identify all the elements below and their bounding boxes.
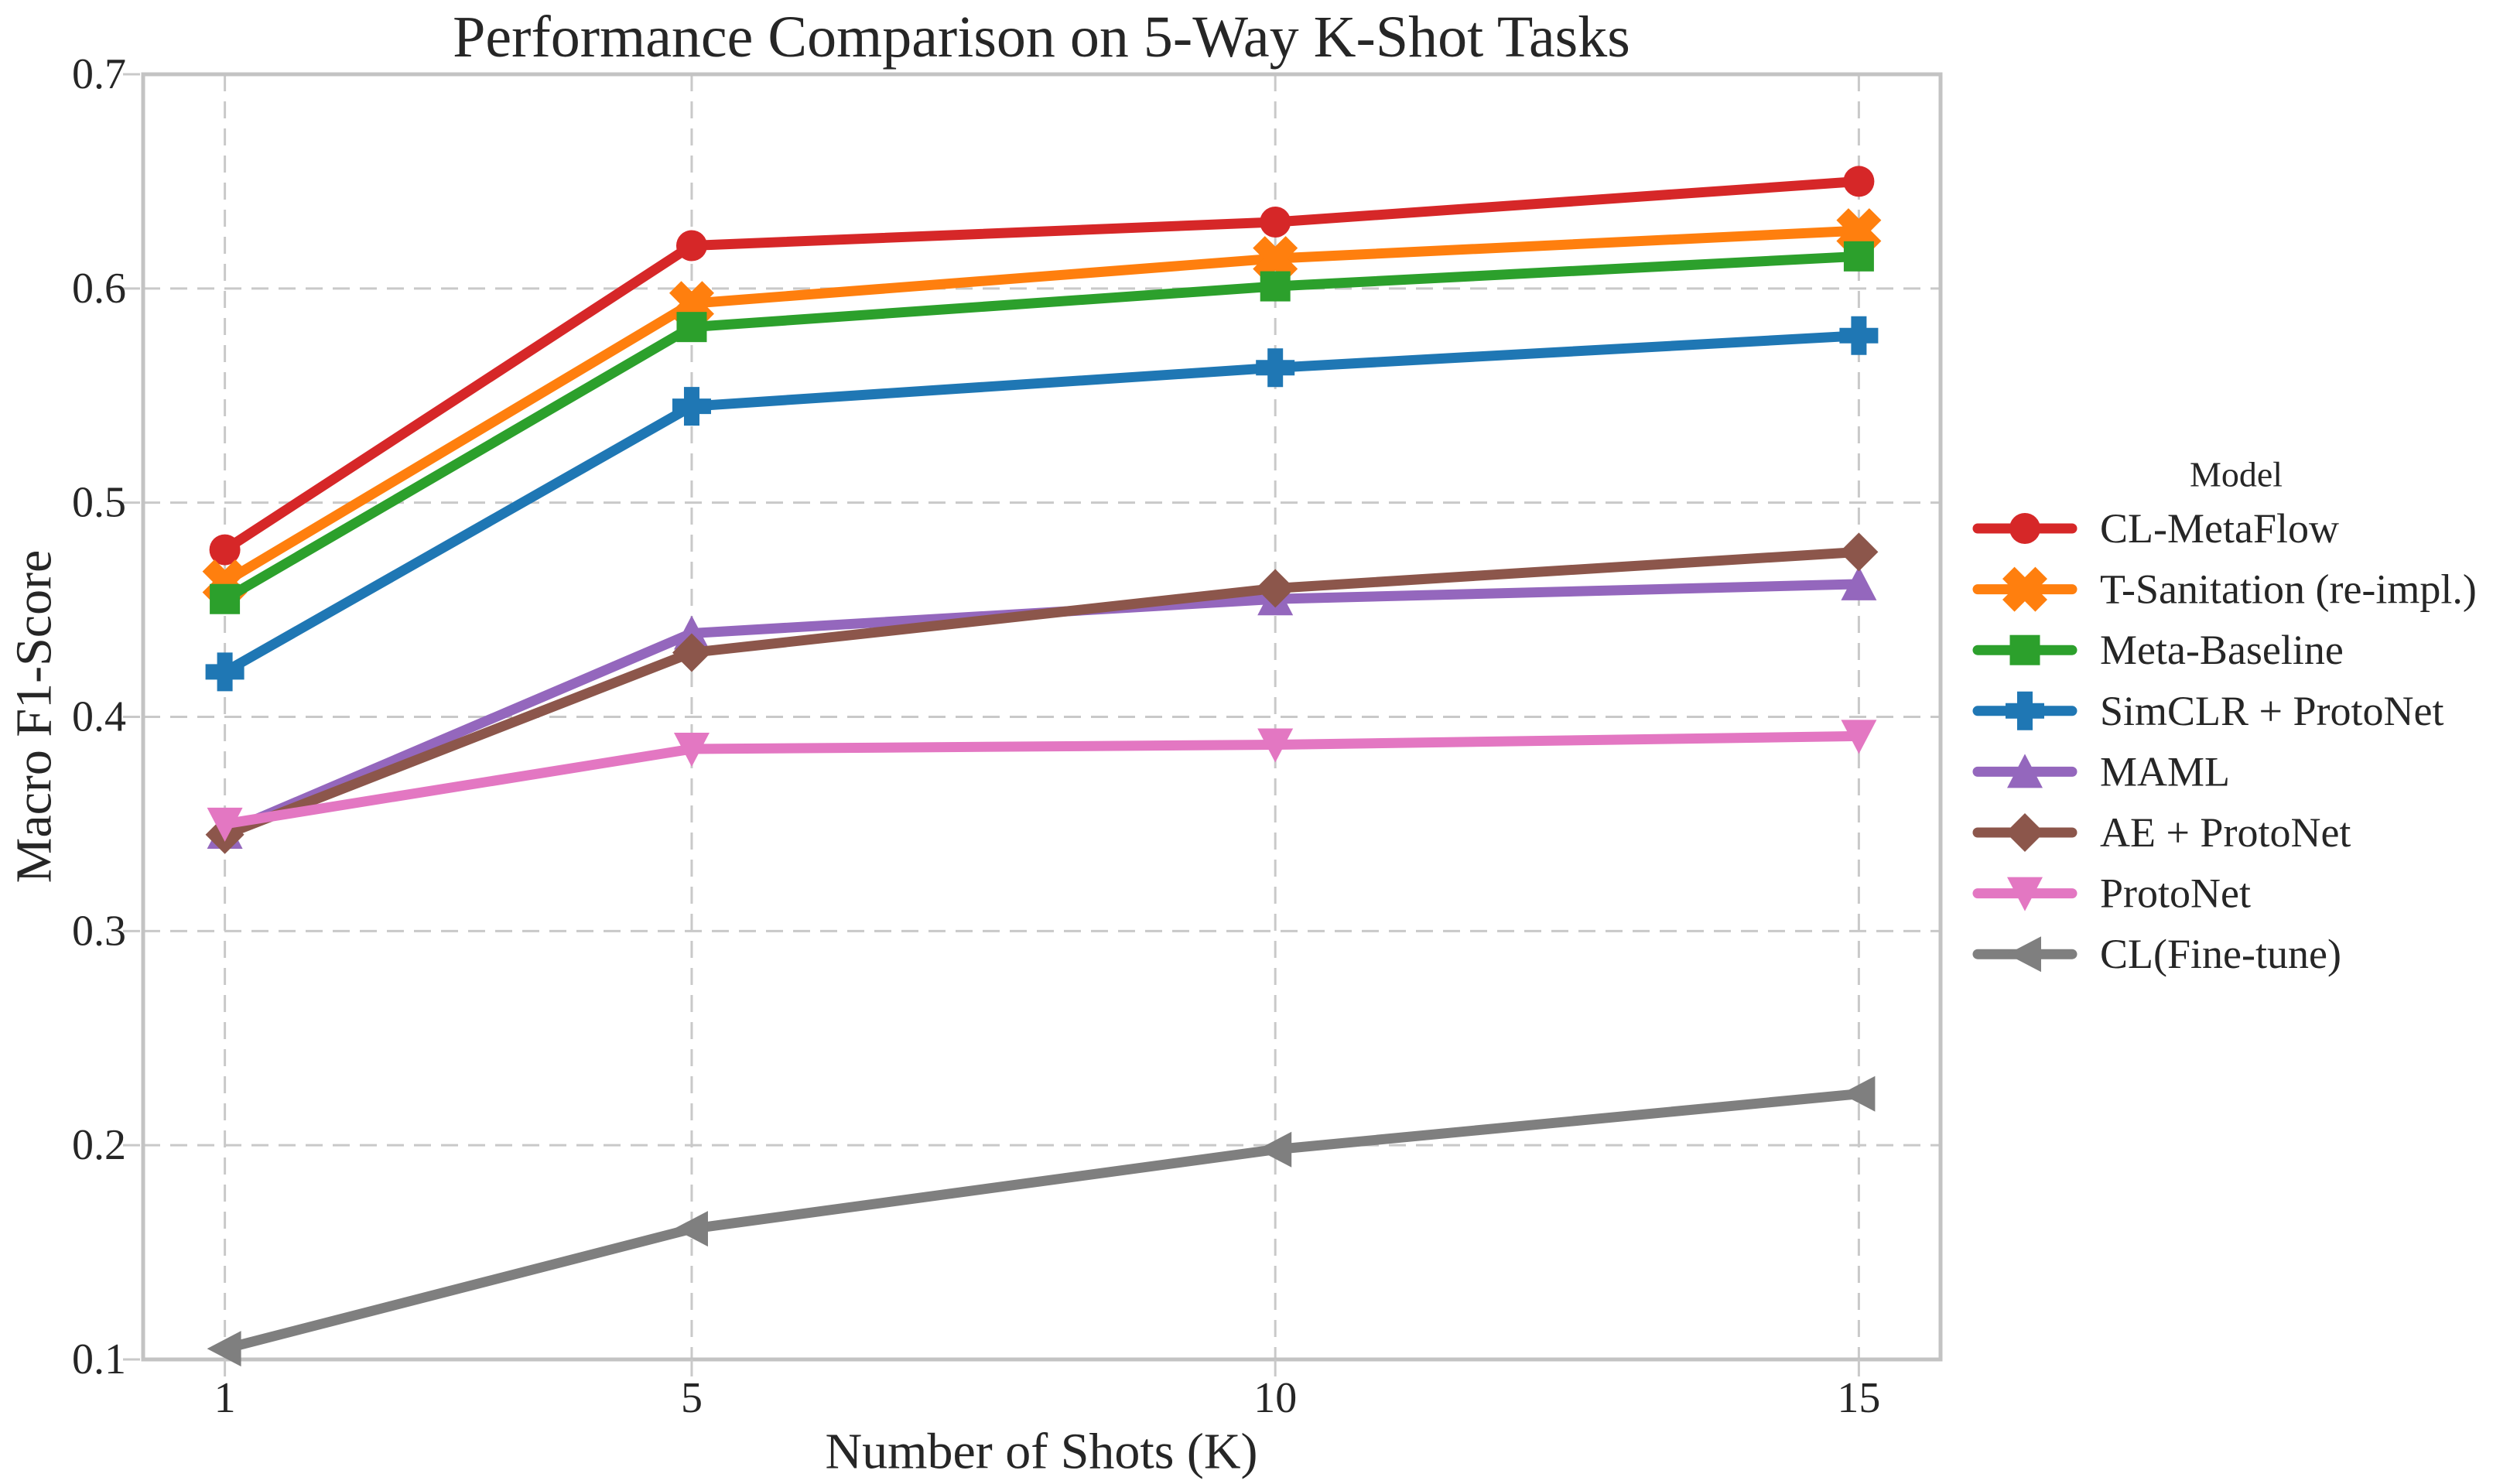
series-line	[220, 579, 1864, 838]
legend-label: Meta-Baseline	[2100, 627, 2344, 673]
y-tick-label: 0.1	[72, 1335, 126, 1383]
square-marker	[676, 312, 707, 343]
diamond-marker	[1839, 532, 1879, 572]
tick-layer: 0.10.20.30.40.50.60.71 5 10 15	[72, 50, 1880, 1422]
triangle-down-marker	[2007, 877, 2043, 911]
legend-entry: AE + ProtoNet	[1972, 809, 2351, 856]
y-tick-label: 0.5	[72, 479, 126, 527]
triangle-left-marker	[673, 1211, 708, 1247]
legend-entry: CL(Fine-tune)	[1972, 931, 2341, 977]
y-tick-label: 0.3	[72, 907, 126, 955]
legend-label: T-Sanitation (re-impl.)	[2100, 566, 2477, 613]
diamond-marker	[672, 633, 711, 672]
series-layer	[202, 166, 1882, 1367]
triangle-up-marker	[2007, 754, 2043, 788]
x-tick-label: 10	[1253, 1374, 1297, 1422]
series-line	[220, 1089, 1864, 1354]
circle-marker	[209, 534, 241, 566]
triangle-left-marker	[2007, 936, 2041, 973]
legend-entry: ProtoNet	[1972, 870, 2251, 917]
y-axis-label: Macro F1-Score	[6, 550, 63, 884]
legend-label: CL(Fine-tune)	[2100, 931, 2341, 977]
plus-filled-marker	[2006, 691, 2044, 730]
square-marker	[1260, 271, 1291, 302]
legend-entry: MAML	[1972, 748, 2230, 795]
legend-label: MAML	[2100, 748, 2230, 795]
y-tick-label: 0.6	[72, 265, 126, 313]
series-simclr-protonet	[205, 316, 1879, 692]
y-tick-label: 0.4	[72, 693, 126, 741]
square-marker	[1843, 241, 1874, 272]
legend-title: Model	[2190, 455, 2283, 494]
triangle-up-marker	[673, 615, 710, 650]
x-tick-label: 5	[681, 1374, 703, 1422]
legend: Model CL-MetaFlow T-Sanitation (re-impl.)…	[1972, 455, 2477, 977]
legend-label: AE + ProtoNet	[2100, 809, 2351, 856]
legend-entry: SimCLR + ProtoNet	[1972, 688, 2444, 734]
triangle-down-marker	[1841, 720, 1877, 754]
plus-filled-marker	[1256, 348, 1295, 388]
series-line	[220, 176, 1864, 556]
triangle-down-marker	[1257, 728, 1294, 763]
y-tick-label: 0.2	[72, 1121, 126, 1169]
triangle-up-marker	[1841, 566, 1877, 600]
triangle-down-marker	[673, 733, 710, 768]
plus-filled-marker	[672, 387, 711, 426]
series-cl-metaflow	[209, 166, 1875, 566]
legend-entry: Meta-Baseline	[1972, 627, 2344, 673]
series-line	[220, 546, 1864, 840]
series-cl-fine-tune	[207, 1075, 1876, 1367]
circle-marker	[1843, 166, 1875, 197]
square-marker	[2009, 634, 2040, 665]
triangle-down-marker	[207, 807, 243, 842]
circle-marker	[2009, 513, 2040, 544]
x-axis-label: Number of Shots (K)	[825, 1424, 1257, 1480]
triangle-left-marker	[1257, 1131, 1292, 1168]
diamond-marker	[1256, 569, 1295, 608]
spine-layer	[141, 72, 1943, 1362]
series-line	[220, 225, 1864, 587]
series-ae-protonet	[205, 532, 1879, 854]
y-tick-label: 0.7	[72, 50, 126, 98]
series-meta-baseline	[210, 241, 1874, 614]
series-line	[220, 730, 1864, 829]
diamond-marker	[2006, 813, 2044, 852]
x-tick-label: 15	[1837, 1374, 1880, 1422]
legend-label: CL-MetaFlow	[2100, 505, 2339, 552]
circle-marker	[675, 230, 707, 262]
legend-entry: T-Sanitation (re-impl.)	[1972, 566, 2477, 613]
legend-label: SimCLR + ProtoNet	[2100, 688, 2444, 734]
triangle-left-marker	[1841, 1075, 1876, 1112]
series-line	[220, 330, 1864, 677]
x-filled-marker	[2002, 566, 2047, 612]
x-tick-label: 1	[214, 1374, 236, 1422]
series-protonet	[207, 720, 1877, 842]
legend-entry: CL-MetaFlow	[1972, 505, 2339, 552]
x-filled-marker	[1253, 236, 1298, 282]
series-line	[220, 251, 1864, 604]
square-marker	[210, 583, 241, 614]
circle-marker	[1260, 207, 1291, 238]
triangle-left-marker	[207, 1331, 241, 1367]
plus-filled-marker	[1839, 316, 1879, 355]
series-maml	[207, 566, 1877, 849]
chart-title: Performance Comparison on 5-Way K-Shot T…	[453, 5, 1630, 70]
plus-filled-marker	[205, 652, 245, 692]
legend-label: ProtoNet	[2100, 870, 2251, 917]
plot-border	[141, 72, 1943, 1362]
